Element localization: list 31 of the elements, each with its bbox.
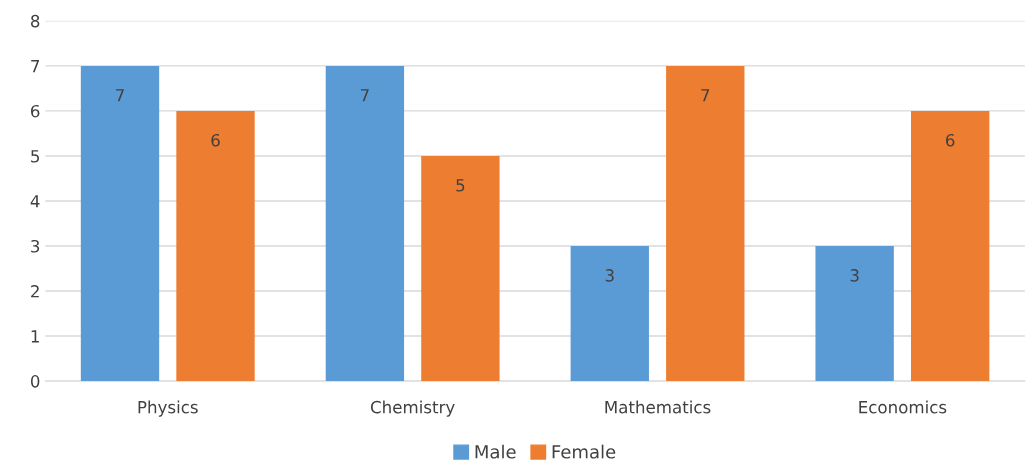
bar bbox=[176, 110, 255, 382]
data-label: 3 bbox=[605, 269, 614, 282]
data-label: 7 bbox=[360, 89, 369, 102]
bar bbox=[325, 65, 405, 382]
y-tick-label: 0 bbox=[30, 375, 40, 388]
legend-label: Male bbox=[475, 444, 516, 459]
data-label: 3 bbox=[850, 269, 859, 282]
bar bbox=[570, 246, 649, 382]
y-tick-label: 1 bbox=[31, 330, 39, 343]
y-tick-label: 8 bbox=[30, 14, 40, 28]
bar bbox=[421, 155, 500, 382]
x-tick-label: Mathematics bbox=[605, 400, 711, 414]
data-label: 6 bbox=[211, 133, 220, 147]
data-label: 7 bbox=[116, 89, 124, 102]
y-tick-label: 4 bbox=[30, 195, 40, 208]
y-tick-label: 5 bbox=[31, 150, 39, 163]
y-tick-label: 3 bbox=[31, 239, 40, 253]
data-label: 6 bbox=[946, 133, 955, 147]
data-label: 7 bbox=[701, 89, 710, 102]
x-tick-label: Physics bbox=[138, 400, 198, 417]
bar bbox=[815, 246, 894, 382]
x-tick-label: Chemistry bbox=[370, 400, 455, 417]
bar bbox=[910, 110, 990, 382]
y-tick-label: 2 bbox=[31, 285, 39, 298]
y-tick-label: 6 bbox=[31, 104, 40, 118]
legend-label: Female bbox=[552, 444, 616, 459]
bar bbox=[666, 65, 745, 382]
y-tick-label: 7 bbox=[31, 60, 40, 73]
bar bbox=[80, 65, 160, 382]
data-label: 5 bbox=[456, 179, 465, 192]
x-tick-label: Economics bbox=[859, 400, 947, 414]
